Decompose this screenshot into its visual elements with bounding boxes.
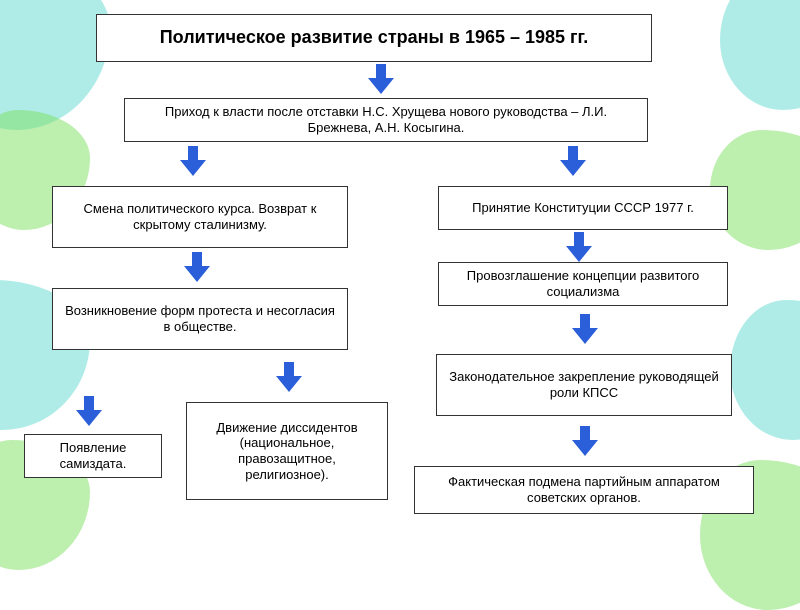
- arrow-down-icon: [184, 252, 210, 282]
- node-text: Смена политического курса. Возврат к скр…: [61, 201, 339, 232]
- node-course-change: Смена политического курса. Возврат к скр…: [52, 186, 348, 248]
- title-box: Политическое развитие страны в 1965 – 19…: [96, 14, 652, 62]
- node-text: Появление самиздата.: [33, 440, 153, 471]
- node-text: Провозглашение концепции развитого социа…: [447, 268, 719, 299]
- arrow-down-icon: [76, 396, 102, 426]
- node-constitution: Принятие Конституции СССР 1977 г.: [438, 186, 728, 230]
- node-dissidents: Движение диссидентов (национальное, прав…: [186, 402, 388, 500]
- arrow-down-icon: [572, 426, 598, 456]
- arrow-down-icon: [368, 64, 394, 94]
- node-text: Возникновение форм протеста и несогласия…: [61, 303, 339, 334]
- node-text: Принятие Конституции СССР 1977 г.: [472, 200, 694, 216]
- node-leadership: Приход к власти после отставки Н.С. Хрущ…: [124, 98, 648, 142]
- node-samizdat: Появление самиздата.: [24, 434, 162, 478]
- arrow-down-icon: [180, 146, 206, 176]
- node-protest: Возникновение форм протеста и несогласия…: [52, 288, 348, 350]
- node-text: Приход к власти после отставки Н.С. Хрущ…: [133, 104, 639, 135]
- node-text: Фактическая подмена партийным аппаратом …: [423, 474, 745, 505]
- arrow-down-icon: [276, 362, 302, 392]
- arrow-down-icon: [572, 314, 598, 344]
- node-kpss: Законодательное закрепление руководящей …: [436, 354, 732, 416]
- node-text: Движение диссидентов (национальное, прав…: [195, 420, 379, 482]
- node-text: Законодательное закрепление руководящей …: [445, 369, 723, 400]
- node-substitution: Фактическая подмена партийным аппаратом …: [414, 466, 754, 514]
- arrow-down-icon: [566, 232, 592, 262]
- arrow-down-icon: [560, 146, 586, 176]
- title-text: Политическое развитие страны в 1965 – 19…: [160, 27, 589, 49]
- node-socialism: Провозглашение концепции развитого социа…: [438, 262, 728, 306]
